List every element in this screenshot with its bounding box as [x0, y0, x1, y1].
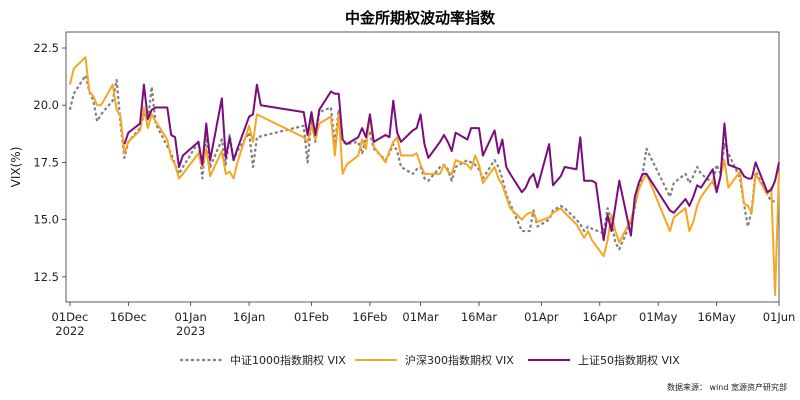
- x-tick-label: 16Dec: [110, 310, 147, 324]
- x-tick-label: 01Jan: [174, 310, 206, 324]
- x-tick-label: 01Apr: [524, 310, 559, 324]
- x-tick-label: 01Dec: [51, 310, 88, 324]
- series-line-2: [68, 56, 780, 297]
- legend-label-2: 沪深300指数期权 VIX: [405, 353, 514, 367]
- x-tick-label: 01May: [639, 310, 678, 324]
- y-tick-label: 22.5: [33, 41, 59, 55]
- legend: 中证1000指数期权 VIX 沪深300指数期权 VIX 上证50指数期权 VIX: [180, 353, 680, 367]
- source-note: 数据来源： wind 宽源资产研究部: [667, 382, 787, 392]
- series-line-3: [123, 83, 780, 242]
- chart-title: 中金所期权波动率指数: [345, 9, 496, 27]
- x-tick-sublabel: 2023: [176, 324, 205, 338]
- x-tick-sublabel: 2022: [55, 324, 84, 338]
- y-tick-label: 15.0: [33, 213, 59, 227]
- x-tick-label: 16May: [697, 310, 736, 324]
- x-tick-label: 16Mar: [461, 310, 498, 324]
- series-lines: [68, 56, 780, 297]
- y-axis: 12.5 15.0 17.5 20.0 22.5: [33, 41, 66, 284]
- x-tick-label: 16Jan: [233, 310, 265, 324]
- x-tick-label: 16Apr: [583, 310, 618, 324]
- y-tick-label: 20.0: [33, 98, 59, 112]
- series-line-1: [68, 74, 776, 251]
- x-tick-label: 01Mar: [402, 310, 439, 324]
- y-tick-label: 12.5: [33, 270, 59, 284]
- y-tick-label: 17.5: [33, 155, 59, 169]
- legend-label-1: 中证1000指数期权 VIX: [230, 353, 346, 367]
- x-tick-label: 01Jun: [763, 310, 796, 324]
- x-tick-label: 16Feb: [352, 310, 387, 324]
- x-tick-label: 01Feb: [294, 310, 329, 324]
- y-axis-label: VIX(%): [9, 147, 23, 188]
- legend-label-3: 上证50指数期权 VIX: [578, 353, 680, 367]
